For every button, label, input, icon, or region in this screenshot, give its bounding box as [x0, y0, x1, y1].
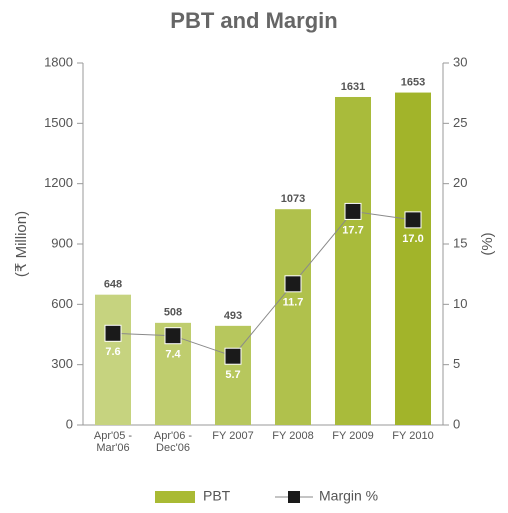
bar-value-label: 1073 — [281, 193, 305, 205]
margin-marker — [404, 211, 422, 229]
y2-axis-label: (%) — [479, 232, 496, 255]
y-tick-label: 0 — [66, 416, 73, 431]
bar-value-label: 648 — [104, 279, 122, 291]
x-tick-label: FY 2009 — [332, 430, 374, 442]
y2-tick-label: 5 — [453, 356, 460, 371]
y2-tick-label: 0 — [453, 416, 460, 431]
y2-tick-label: 10 — [453, 296, 467, 311]
y-tick-label: 1800 — [44, 54, 73, 69]
margin-marker — [284, 275, 302, 293]
margin-value-label: 7.4 — [165, 349, 181, 361]
bar — [275, 209, 311, 425]
x-tick-label: FY 2010 — [392, 430, 434, 442]
y-tick-label: 600 — [51, 296, 73, 311]
y2-tick-label: 15 — [453, 235, 467, 250]
margin-marker — [164, 327, 182, 345]
x-tick-label: Apr'05 - Mar'06 — [93, 430, 133, 454]
bar — [395, 92, 431, 426]
bar-value-label: 508 — [164, 307, 182, 319]
x-tick-label: FY 2008 — [272, 430, 314, 442]
legend-swatch — [155, 491, 195, 503]
x-tick-label: Apr'06 - Dec'06 — [153, 430, 193, 454]
bar-value-label: 1631 — [341, 81, 365, 93]
legend-label: PBT — [203, 488, 231, 504]
bar-value-label: 493 — [224, 310, 242, 322]
margin-value-label: 17.0 — [402, 233, 423, 245]
legend-label: Margin % — [319, 488, 378, 504]
bar — [335, 96, 371, 425]
bar-value-label: 1653 — [401, 76, 425, 88]
margin-value-label: 7.6 — [105, 346, 120, 358]
y-tick-label: 1500 — [44, 115, 73, 130]
margin-marker — [104, 324, 122, 342]
margin-marker — [344, 202, 362, 220]
margin-value-label: 5.7 — [225, 369, 240, 381]
y2-tick-label: 20 — [453, 175, 467, 190]
x-tick-label: FY 2007 — [212, 430, 254, 442]
y2-tick-label: 25 — [453, 115, 467, 130]
margin-line — [112, 210, 414, 357]
margin-marker — [224, 347, 242, 365]
chart-title: PBT and Margin — [170, 8, 337, 33]
y2-tick-label: 30 — [453, 54, 467, 69]
legend-marker — [288, 491, 300, 503]
y-axis-label: (₹ Million) — [13, 211, 30, 277]
margin-value-label: 17.7 — [342, 224, 363, 236]
y-tick-label: 300 — [51, 356, 73, 371]
margin-value-label: 11.7 — [283, 297, 304, 309]
bar — [95, 294, 131, 425]
y-tick-label: 1200 — [44, 175, 73, 190]
y-tick-label: 900 — [51, 235, 73, 250]
